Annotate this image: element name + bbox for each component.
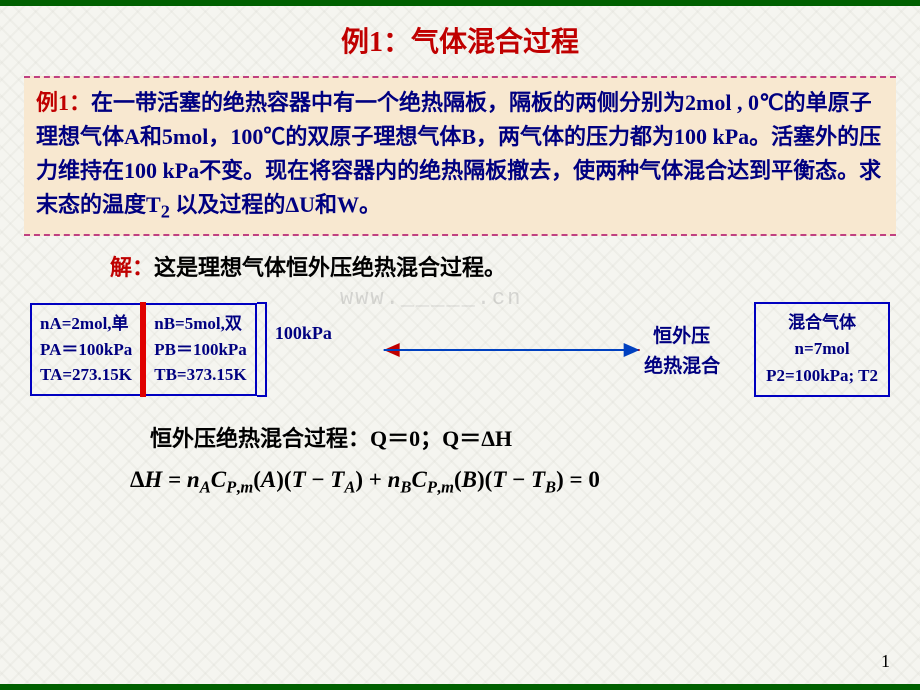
- solution-lead: 解：: [110, 255, 154, 280]
- process-arrows: 100kPa 恒外压 绝热混合: [269, 327, 754, 373]
- slide-title: 例1：气体混合过程: [0, 6, 920, 70]
- problem-sub: 2: [161, 202, 170, 222]
- state-a-box: nA=2mol,单 PA＝100kPa TA=273.15K: [30, 303, 140, 396]
- state-b-box: nB=5mol,双 PB＝100kPa TB=373.15K: [146, 303, 257, 396]
- solution-line: 解：这是理想气体恒外压绝热混合过程。: [110, 250, 920, 282]
- piston-edge: [257, 302, 267, 397]
- problem-body2: 以及过程的ΔU和W。: [170, 192, 381, 217]
- arrows-svg: [275, 327, 748, 373]
- equation-line-2: ΔH = nACP,m(A)(T − TA) + nBCP,m(B)(T − T…: [130, 467, 920, 498]
- solution-text: 这是理想气体恒外压绝热混合过程。: [154, 255, 506, 280]
- state-diagram: nA=2mol,单 PA＝100kPa TA=273.15K nB=5mol,双…: [30, 302, 890, 397]
- equation-line-1: 恒外压绝热混合过程：Q＝0；Q＝ΔH: [150, 421, 920, 453]
- problem-lead: 例1：: [36, 90, 91, 115]
- page-number: 1: [881, 651, 890, 672]
- problem-statement-box: 例1：在一带活塞的绝热容器中有一个绝热隔板，隔板的两侧分别为2mol , 0℃的…: [24, 76, 896, 236]
- problem-body: 在一带活塞的绝热容器中有一个绝热隔板，隔板的两侧分别为2mol , 0℃的单原子…: [36, 90, 881, 217]
- arrow-right-head: [623, 343, 639, 357]
- final-state-box: 混合气体 n=7mol P2=100kPa; T2: [754, 302, 890, 397]
